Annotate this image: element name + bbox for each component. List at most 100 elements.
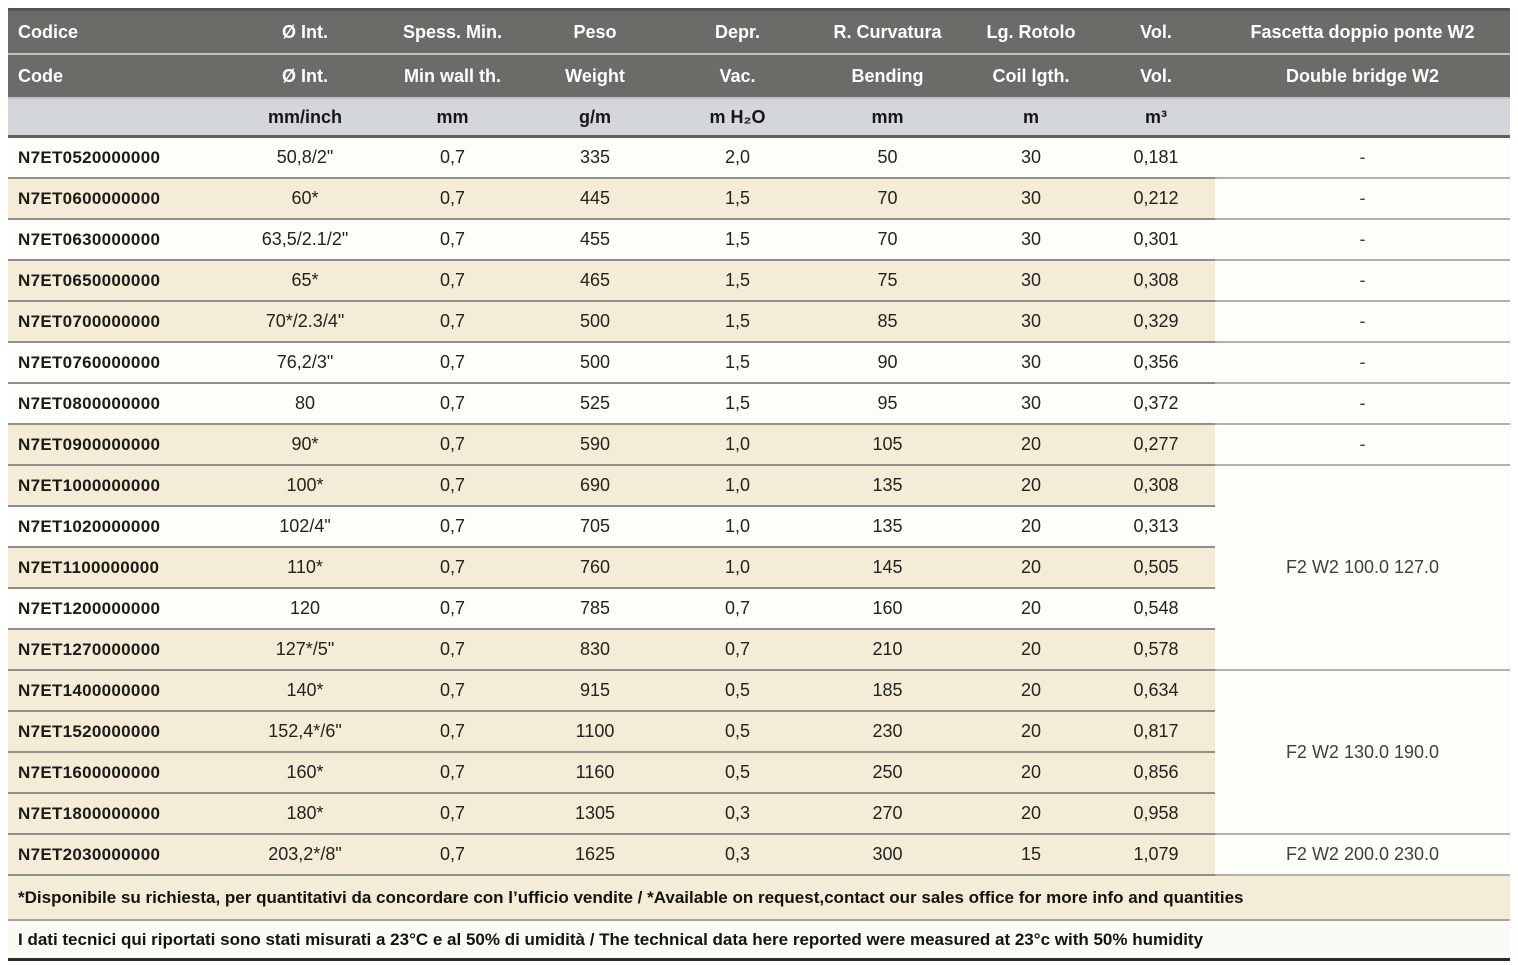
cell-weight: 465 (525, 261, 665, 302)
cell-bending: 75 (810, 261, 965, 302)
cell-vacuum: 1,5 (665, 302, 810, 343)
cell-min_wall: 0,7 (380, 630, 525, 671)
cell-volume: 0,578 (1097, 630, 1215, 671)
unit-coil: m (965, 99, 1097, 138)
bridge-empty-cell: - (1215, 179, 1510, 220)
cell-vacuum: 0,3 (665, 835, 810, 876)
cell-coil_length: 30 (965, 138, 1097, 179)
cell-min_wall: 0,7 (380, 835, 525, 876)
col-header-diam-en: Ø Int. (230, 55, 380, 99)
cell-vacuum: 0,3 (665, 794, 810, 835)
cell-code: N7ET1200000000 (8, 589, 230, 630)
col-header-diam-it: Ø Int. (230, 11, 380, 55)
cell-code: N7ET0630000000 (8, 220, 230, 261)
bridge-empty-cell: - (1215, 302, 1510, 343)
cell-vacuum: 1,0 (665, 466, 810, 507)
col-header-bending: Bending (810, 55, 965, 99)
cell-min_wall: 0,7 (380, 138, 525, 179)
cell-weight: 500 (525, 343, 665, 384)
cell-vacuum: 0,5 (665, 753, 810, 794)
cell-volume: 0,356 (1097, 343, 1215, 384)
cell-vacuum: 0,7 (665, 630, 810, 671)
cell-vacuum: 1,0 (665, 548, 810, 589)
cell-min_wall: 0,7 (380, 343, 525, 384)
cell-weight: 690 (525, 466, 665, 507)
cell-coil_length: 20 (965, 507, 1097, 548)
cell-diameter: 100* (230, 466, 380, 507)
cell-code: N7ET1020000000 (8, 507, 230, 548)
cell-diameter: 102/4" (230, 507, 380, 548)
col-header-depr: Depr. (665, 11, 810, 55)
cell-diameter: 70*/2.3/4" (230, 302, 380, 343)
cell-diameter: 203,2*/8" (230, 835, 380, 876)
bridge-empty-cell: - (1215, 261, 1510, 302)
cell-code: N7ET1520000000 (8, 712, 230, 753)
cell-diameter: 76,2/3" (230, 343, 380, 384)
cell-volume: 0,301 (1097, 220, 1215, 261)
cell-coil_length: 30 (965, 261, 1097, 302)
cell-vacuum: 1,5 (665, 261, 810, 302)
cell-weight: 335 (525, 138, 665, 179)
cell-bending: 210 (810, 630, 965, 671)
table-row: N7ET0900000000 90* 0,7 590 1,0 105 20 0,277- (8, 425, 1510, 466)
unit-diam: mm/inch (230, 99, 380, 138)
cell-bending: 145 (810, 548, 965, 589)
cell-volume: 0,329 (1097, 302, 1215, 343)
bridge-empty-cell: - (1215, 220, 1510, 261)
cell-weight: 1625 (525, 835, 665, 876)
cell-volume: 0,277 (1097, 425, 1215, 466)
col-header-rotolo: Lg. Rotolo (965, 11, 1097, 55)
cell-min_wall: 0,7 (380, 712, 525, 753)
cell-min_wall: 0,7 (380, 671, 525, 712)
cell-vacuum: 1,5 (665, 384, 810, 425)
cell-coil_length: 20 (965, 712, 1097, 753)
cell-vacuum: 2,0 (665, 138, 810, 179)
cell-volume: 0,634 (1097, 671, 1215, 712)
cell-code: N7ET0700000000 (8, 302, 230, 343)
cell-min_wall: 0,7 (380, 466, 525, 507)
table-row: N7ET0650000000 65* 0,7 465 1,5 75 30 0,308- (8, 261, 1510, 302)
cell-min_wall: 0,7 (380, 589, 525, 630)
cell-diameter: 140* (230, 671, 380, 712)
footnote-measurement: I dati tecnici qui riportati sono stati … (8, 921, 1510, 961)
cell-bending: 70 (810, 179, 965, 220)
unit-vac: m H₂O (665, 99, 810, 138)
cell-coil_length: 15 (965, 835, 1097, 876)
col-header-bridge: Double bridge W2 (1215, 55, 1510, 99)
table-row: N7ET0760000000 76,2/3" 0,7 500 1,5 90 30 0,356- (8, 343, 1510, 384)
cell-bending: 160 (810, 589, 965, 630)
cell-code: N7ET0800000000 (8, 384, 230, 425)
cell-diameter: 110* (230, 548, 380, 589)
table-row: N7ET1400000000 140* 0,7 915 0,5 185 20 0,634 F2 … (8, 671, 1510, 835)
footnote-measurement-text: I dati tecnici qui riportati sono stati … (8, 921, 1510, 961)
cell-coil_length: 20 (965, 794, 1097, 835)
cell-code: N7ET1270000000 (8, 630, 230, 671)
col-header-coil: Coil lgth. (965, 55, 1097, 99)
col-header-vac: Vac. (665, 55, 810, 99)
cell-vacuum: 1,5 (665, 220, 810, 261)
cell-coil_length: 20 (965, 630, 1097, 671)
unit-code (8, 99, 230, 138)
cell-coil_length: 20 (965, 671, 1097, 712)
cell-weight: 760 (525, 548, 665, 589)
footnote-availability-text: *Disponibile su richiesta, per quantitat… (8, 876, 1510, 921)
col-header-minwall: Min wall th. (380, 55, 525, 99)
cell-bending: 105 (810, 425, 965, 466)
unit-bridge (1215, 99, 1510, 138)
col-header-vol-it: Vol. (1097, 11, 1215, 55)
cell-code: N7ET0760000000 (8, 343, 230, 384)
cell-diameter: 120 (230, 589, 380, 630)
cell-volume: 0,372 (1097, 384, 1215, 425)
header-row-english: Code Ø Int. Min wall th. Weight Vac. Ben… (8, 55, 1510, 99)
cell-weight: 525 (525, 384, 665, 425)
cell-diameter: 127*/5" (230, 630, 380, 671)
cell-volume: 0,308 (1097, 466, 1215, 507)
cell-weight: 1305 (525, 794, 665, 835)
footnote-availability: *Disponibile su richiesta, per quantitat… (8, 876, 1510, 921)
cell-weight: 830 (525, 630, 665, 671)
cell-diameter: 50,8/2" (230, 138, 380, 179)
cell-bending: 300 (810, 835, 965, 876)
cell-bending: 135 (810, 466, 965, 507)
cell-bending: 50 (810, 138, 965, 179)
cell-diameter: 160* (230, 753, 380, 794)
